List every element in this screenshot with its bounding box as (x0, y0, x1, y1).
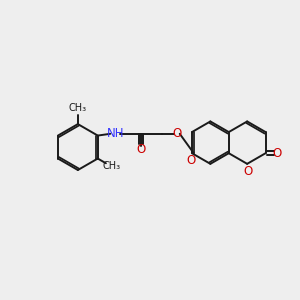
Text: O: O (272, 147, 281, 160)
Text: O: O (172, 127, 181, 140)
Text: NH: NH (106, 127, 124, 140)
Text: O: O (243, 165, 252, 178)
Text: CH₃: CH₃ (69, 103, 87, 113)
Text: O: O (136, 142, 146, 156)
Text: O: O (186, 154, 195, 167)
Text: CH₃: CH₃ (102, 161, 120, 171)
